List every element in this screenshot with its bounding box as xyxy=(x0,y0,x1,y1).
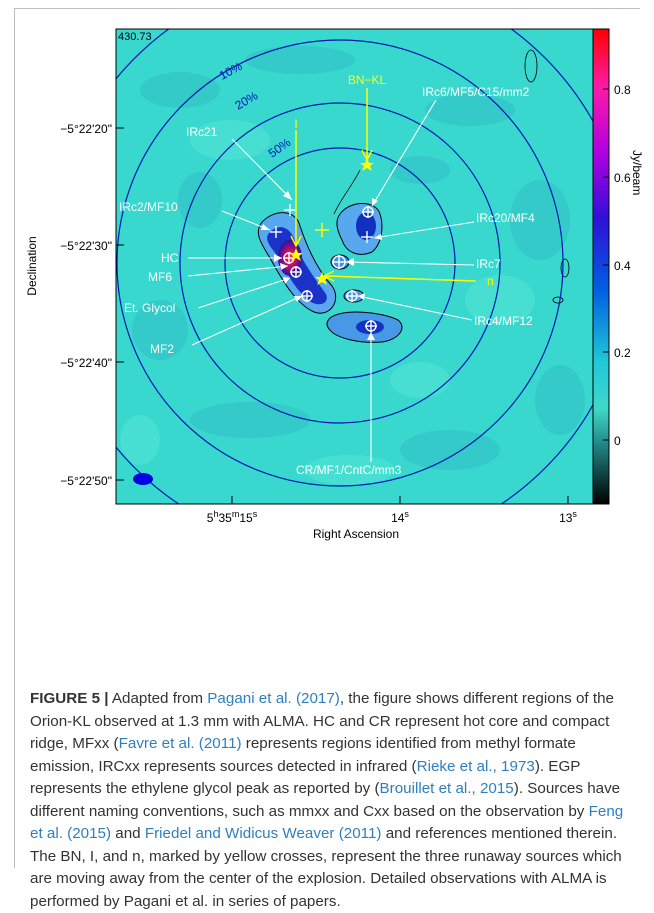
citation-brouillet-2015[interactable]: Brouillet et al., 2015 xyxy=(379,780,514,797)
label-irc6: IRc6/MF5/C15/mm2 xyxy=(422,85,530,99)
label-bn-kl: BN−KL xyxy=(348,73,387,87)
source-labels: IRc21 IRc6/MF5/C15/mm2 IRc2/MF10 IRc20/M… xyxy=(119,85,535,477)
colorbar-tick-1: 0.6 xyxy=(614,171,631,185)
citation-friedel-2011[interactable]: Friedel and Widicus Weaver (2011) xyxy=(144,825,382,842)
label-i: I xyxy=(294,117,297,131)
colorbar xyxy=(592,28,610,505)
beam-ellipse xyxy=(133,473,153,485)
label-leader-arrowheads xyxy=(261,191,382,340)
label-leader-lines xyxy=(187,99,475,462)
label-cr: CR/MF1/CntC/mm3 xyxy=(296,463,402,477)
dec-tick-2: −5°22'40" xyxy=(60,356,112,370)
figure-label: FIGURE 5 | xyxy=(30,690,109,707)
caption-text-4: ). EGP represents the ethylene glycol pe… xyxy=(30,757,581,798)
axis-ticks xyxy=(116,127,569,504)
label-irc2: IRc2/MF10 xyxy=(119,200,178,214)
colorbar-label: Jy/beam xyxy=(630,150,644,195)
colorbar-ticks xyxy=(603,88,609,441)
caption-text-6: and xyxy=(111,825,145,842)
colorbar-tick-0: 0.8 xyxy=(614,83,631,97)
orion-kl-alma-map-figure: 10% 20% 50% 430.73 0.8 0.6 0.4 0.2 0 Jy/… xyxy=(25,28,644,541)
ra-tick-0: 5h35m15s xyxy=(207,509,258,525)
label-n: n xyxy=(487,274,494,288)
caption-text-1: Adapted from xyxy=(108,690,208,707)
label-mf2: MF2 xyxy=(150,342,174,356)
emission-irc6-irc20 xyxy=(336,203,383,255)
caption-text-3: represents regions identified from methy… xyxy=(30,735,576,775)
caption-text-5: ). Sources have different naming convent… xyxy=(30,780,621,820)
y-axis-label: Declination xyxy=(25,236,39,295)
label-eth-glycol: Et. Glycol xyxy=(124,301,175,315)
ra-tick-1: 14s xyxy=(391,509,409,525)
dec-tick-0: −5°22'20" xyxy=(60,122,112,136)
contour-rings xyxy=(116,29,593,504)
label-irc4: IRc4/MF12 xyxy=(474,314,533,328)
ra-tick-2: 13s xyxy=(559,509,577,525)
label-irc21: IRc21 xyxy=(186,125,218,139)
citation-favre-2011[interactable]: Favre et al. (2011) xyxy=(118,735,242,752)
top-rule xyxy=(14,8,640,9)
label-hc: HC xyxy=(161,251,179,265)
yellow-stars xyxy=(289,158,374,285)
label-irc7: IRc7 xyxy=(476,257,501,271)
citation-rieke-1973[interactable]: Rieke et al., 1973 xyxy=(416,757,535,775)
dec-tick-1: −5°22'30" xyxy=(60,239,112,253)
colorbar-tick-4: 0 xyxy=(614,434,621,448)
citation-pagani-2017[interactable]: Pagani et al. (2017) xyxy=(207,690,340,707)
x-axis-label: Right Ascension xyxy=(313,527,399,541)
caption-text-2: , the figure shows different regions of … xyxy=(30,690,614,752)
figure-caption: FIGURE 5 | Adapted from Pagani et al. (2… xyxy=(30,688,630,913)
label-mf6: MF6 xyxy=(148,270,172,284)
citation-feng-2015[interactable]: Feng et al. (2015) xyxy=(30,802,624,843)
colorbar-tick-3: 0.2 xyxy=(614,346,631,360)
left-rule xyxy=(14,8,15,868)
label-irc20: IRc20/MF4 xyxy=(476,211,535,225)
map-corner-value: 430.73 xyxy=(118,31,152,43)
dec-tick-3: −5°22'50" xyxy=(60,474,112,488)
emission-cr xyxy=(326,311,403,343)
colorbar-tick-2: 0.4 xyxy=(614,259,631,273)
intensity-map xyxy=(116,29,593,504)
